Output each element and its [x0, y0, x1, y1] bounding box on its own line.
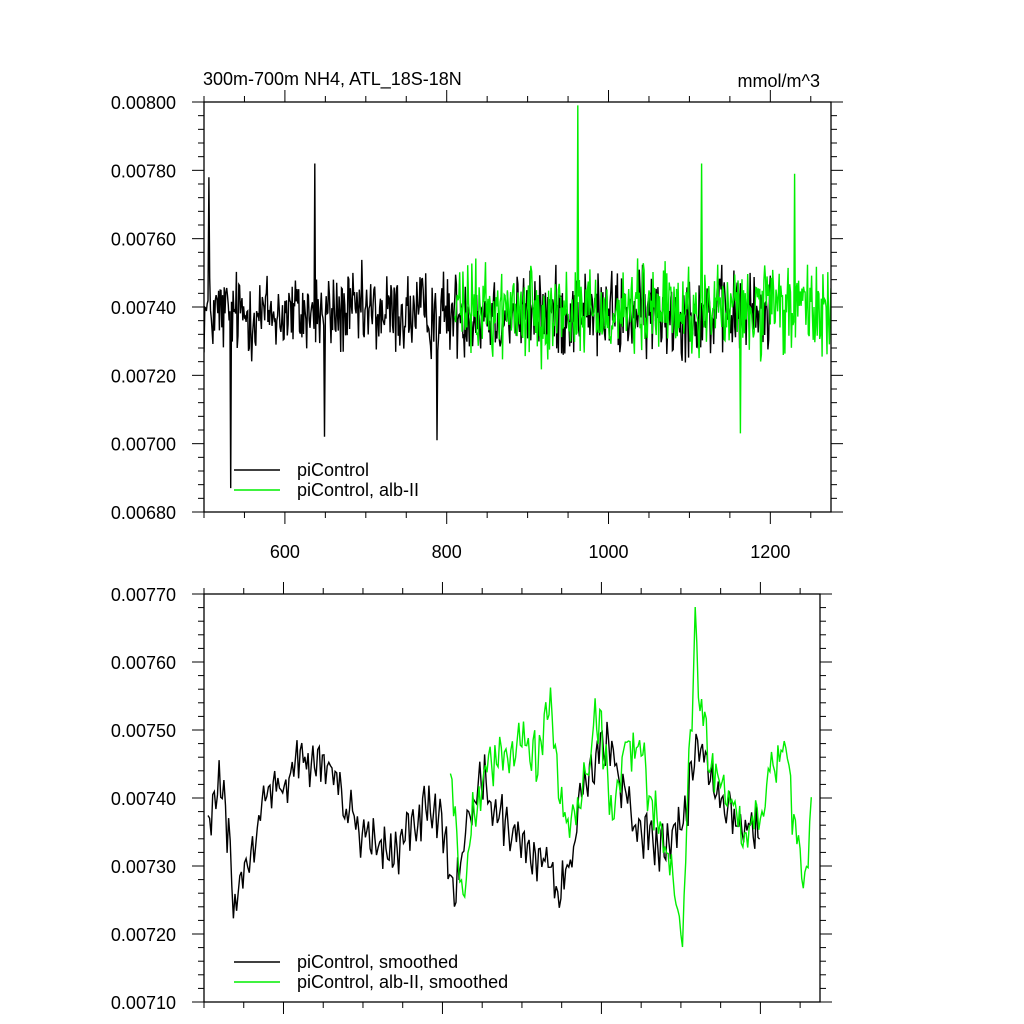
y-tick-label: 0.00720: [111, 925, 176, 945]
top-series-line-1: [454, 105, 831, 434]
bottom-panel-frame: [203, 593, 821, 1003]
x-tick-label: 1000: [588, 542, 628, 562]
y-tick-label: 0.00740: [111, 789, 176, 809]
y-tick-label: 0.00680: [111, 503, 176, 523]
y-tick-label: 0.00760: [111, 653, 176, 673]
y-tick-label: 0.00730: [111, 857, 176, 877]
bottom-series-line-0: [207, 721, 761, 919]
x-tick-label: 1200: [750, 542, 790, 562]
x-tick-label: 800: [432, 542, 462, 562]
legend-label: piControl, alb-II, smoothed: [297, 972, 508, 992]
top-panel-frame: [203, 101, 832, 513]
y-tick-label: 0.00740: [111, 298, 176, 318]
y-tick-label: 0.00710: [111, 993, 176, 1013]
bottom-panel: 0.00710 0.00720 0.00730 0.00740 0.00750 0.007…: [111, 582, 832, 1014]
y-tick-label: 0.00700: [111, 435, 176, 455]
legend-label: piControl, alb-II: [297, 480, 419, 500]
top-panel: 300m-700m NH4, ATL_18S-18N mmol/m^3 600 8…: [111, 69, 843, 562]
y-tick-label: 0.00760: [111, 230, 176, 250]
y-tick-label: 0.00720: [111, 366, 176, 386]
bottom-panel-series: [207, 606, 812, 948]
x-tick-label: 600: [270, 542, 300, 562]
bottom-panel-ticks: 0.00710 0.00720 0.00730 0.00740 0.00750 0.007…: [111, 582, 832, 1014]
y-tick-label: 0.00780: [111, 161, 176, 181]
top-panel-units: mmol/m^3: [738, 71, 820, 91]
legend-label: piControl: [297, 460, 369, 480]
y-tick-label: 0.00750: [111, 721, 176, 741]
top-panel-ticks: 600 800 1000 1200 0.00680 0.00700 0.00720 0.007…: [111, 90, 843, 562]
top-panel-title: 300m-700m NH4, ATL_18S-18N: [203, 69, 462, 90]
top-series-line-0: [204, 163, 771, 489]
legend-label: piControl, smoothed: [297, 952, 458, 972]
y-tick-label: 0.00770: [111, 585, 176, 605]
bottom-series-line-1: [449, 606, 812, 948]
top-panel-series: [204, 105, 831, 489]
y-tick-label: 0.00800: [111, 93, 176, 113]
